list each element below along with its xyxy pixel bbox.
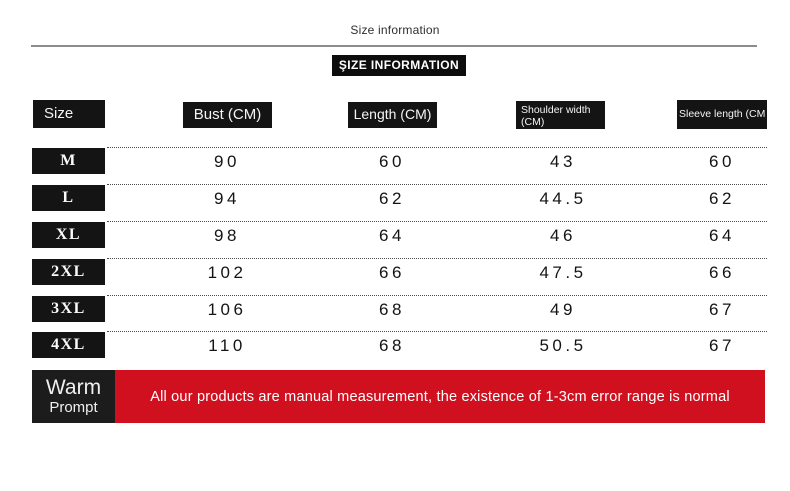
- dotted-divider: [107, 221, 767, 222]
- dotted-divider: [107, 147, 767, 148]
- table-row: M 90 60 43 60: [0, 147, 790, 184]
- sleeve-value: 60: [709, 152, 735, 171]
- length-value: 68: [379, 336, 405, 355]
- bust-value: 90: [214, 152, 240, 171]
- table-row: XL 98 64 46 64: [0, 221, 790, 258]
- divider-line: [31, 45, 757, 47]
- size-label-badge: M: [32, 148, 105, 174]
- column-header-bust: Bust (CM): [183, 102, 272, 128]
- length-value: 66: [379, 263, 405, 282]
- size-label-badge: XL: [32, 222, 105, 248]
- column-header-shoulder-line1: Shoulder width: [521, 104, 591, 116]
- dotted-divider: [107, 331, 767, 332]
- column-header-size: Size: [33, 100, 105, 128]
- measurement-notice-text: All our products are manual measurement,…: [150, 388, 730, 405]
- table-row: 4XL 110 68 50.5 67: [0, 331, 790, 368]
- length-value: 62: [379, 189, 405, 208]
- dotted-divider: [107, 184, 767, 185]
- shoulder-value: 44.5: [539, 189, 587, 208]
- bust-value: 102: [207, 263, 247, 282]
- sleeve-value: 67: [709, 300, 735, 319]
- length-value: 64: [379, 226, 405, 245]
- dotted-divider: [107, 295, 767, 296]
- bust-value: 94: [214, 189, 240, 208]
- shoulder-value: 43: [550, 152, 576, 171]
- length-value: 68: [379, 300, 405, 319]
- table-row: 3XL 106 68 49 67: [0, 295, 790, 332]
- column-header-sleeve-length: Sleeve length (CM: [677, 100, 767, 129]
- column-header-shoulder-width: Shoulder width (CM): [516, 101, 605, 129]
- size-label-badge: L: [32, 185, 105, 211]
- column-header-length: Length (CM): [348, 102, 437, 128]
- dotted-divider: [107, 258, 767, 259]
- table-row: L 94 62 44.5 62: [0, 184, 790, 221]
- shoulder-value: 46: [550, 226, 576, 245]
- shoulder-value: 50.5: [539, 336, 587, 355]
- sleeve-value: 66: [709, 263, 735, 282]
- size-label-badge: 2XL: [32, 259, 105, 285]
- measurement-notice-banner: All our products are manual measurement,…: [115, 370, 765, 423]
- size-label-badge: 4XL: [32, 332, 105, 358]
- page-title: Size information: [350, 23, 440, 37]
- bust-value: 98: [214, 226, 240, 245]
- shoulder-value: 47.5: [539, 263, 587, 282]
- size-label-badge: 3XL: [32, 296, 105, 322]
- warm-prompt-line2: Prompt: [49, 399, 98, 416]
- bust-value: 110: [208, 336, 246, 355]
- section-title-badge: ŞIZE INFORMATION: [332, 55, 466, 76]
- sleeve-value: 62: [709, 189, 735, 208]
- table-row: 2XL 102 66 47.5 66: [0, 258, 790, 295]
- sleeve-value: 64: [709, 226, 735, 245]
- warm-prompt-line1: Warm: [45, 376, 102, 399]
- warm-prompt-badge: Warm Prompt: [32, 370, 115, 423]
- length-value: 60: [379, 152, 405, 171]
- sleeve-value: 67: [709, 336, 735, 355]
- column-header-shoulder-line2: (CM): [521, 116, 545, 128]
- bust-value: 106: [207, 300, 247, 319]
- shoulder-value: 49: [550, 300, 576, 319]
